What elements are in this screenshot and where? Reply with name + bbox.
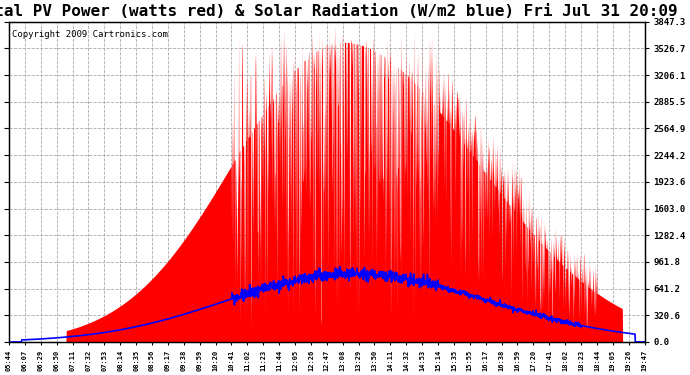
- Text: Copyright 2009 Cartronics.com: Copyright 2009 Cartronics.com: [12, 30, 168, 39]
- Title: Total PV Power (watts red) & Solar Radiation (W/m2 blue) Fri Jul 31 20:09: Total PV Power (watts red) & Solar Radia…: [0, 4, 678, 19]
